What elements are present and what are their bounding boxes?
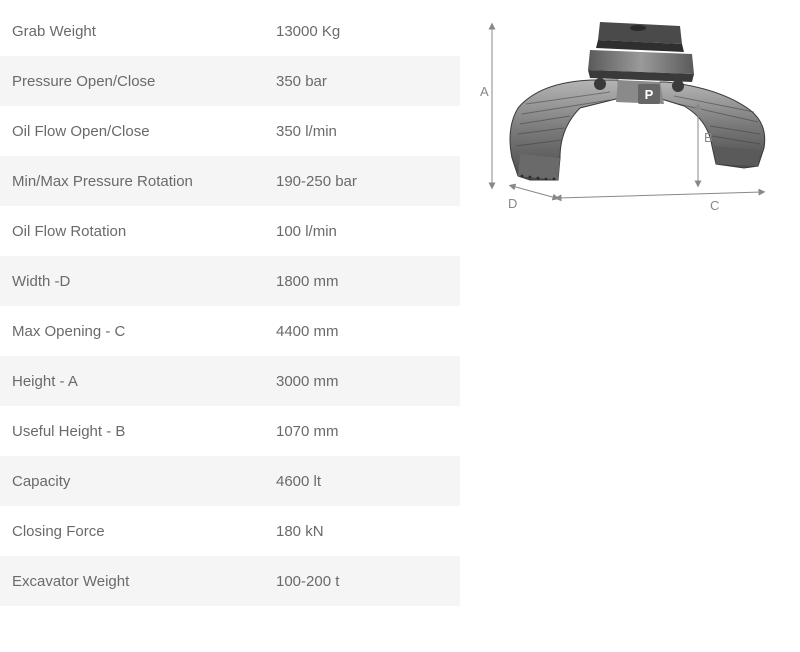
specs-table: Grab Weight 13000 Kg Pressure Open/Close…	[0, 0, 460, 606]
spec-value: 13000 Kg	[276, 23, 340, 40]
spec-label: Oil Flow Open/Close	[12, 123, 276, 140]
spec-row: Oil Flow Rotation 100 l/min	[0, 206, 460, 256]
spec-label: Closing Force	[12, 523, 276, 540]
spec-row: Height - A 3000 mm	[0, 356, 460, 406]
spec-label: Min/Max Pressure Rotation	[12, 173, 276, 190]
spec-row: Capacity 4600 lt	[0, 456, 460, 506]
spec-label: Pressure Open/Close	[12, 73, 276, 90]
dimension-label-c: C	[710, 198, 719, 213]
hinge-pin-left	[594, 78, 606, 90]
spec-row: Closing Force 180 kN	[0, 506, 460, 556]
dimension-label-a: A	[480, 84, 489, 99]
grab-right-jaw	[658, 82, 765, 168]
dimension-arrow-c	[558, 192, 762, 198]
spec-label: Useful Height - B	[12, 423, 276, 440]
spec-value: 4600 lt	[276, 473, 321, 490]
spec-row: Oil Flow Open/Close 350 l/min	[0, 106, 460, 156]
spec-value: 190-250 bar	[276, 173, 357, 190]
spec-value: 100-200 t	[276, 573, 339, 590]
dimension-label-d: D	[508, 196, 517, 211]
spec-label: Grab Weight	[12, 23, 276, 40]
spec-label: Width -D	[12, 273, 276, 290]
dimension-label-b: B	[704, 130, 713, 145]
grab-rotator	[588, 50, 694, 82]
grab-center-plate: P	[616, 80, 664, 104]
spec-label: Max Opening - C	[12, 323, 276, 340]
spec-value: 3000 mm	[276, 373, 339, 390]
spec-value: 1800 mm	[276, 273, 339, 290]
spec-value: 1070 mm	[276, 423, 339, 440]
logo-icon: P	[645, 87, 654, 102]
spec-row: Max Opening - C 4400 mm	[0, 306, 460, 356]
spec-row: Excavator Weight 100-200 t	[0, 556, 460, 606]
spec-label: Capacity	[12, 473, 276, 490]
spec-value: 180 kN	[276, 523, 324, 540]
grab-diagram: A	[460, 8, 790, 228]
spec-row: Useful Height - B 1070 mm	[0, 406, 460, 456]
spec-label: Height - A	[12, 373, 276, 390]
spec-row: Width -D 1800 mm	[0, 256, 460, 306]
spec-value: 100 l/min	[276, 223, 337, 240]
spec-value: 350 l/min	[276, 123, 337, 140]
spec-value: 350 bar	[276, 73, 327, 90]
hinge-pin-right	[672, 80, 684, 92]
spec-value: 4400 mm	[276, 323, 339, 340]
diagram-wrap: A	[460, 0, 800, 606]
grab-left-jaw	[510, 80, 620, 180]
spec-label: Excavator Weight	[12, 573, 276, 590]
dimension-arrow-d	[512, 186, 556, 198]
spec-row: Pressure Open/Close 350 bar	[0, 56, 460, 106]
spec-row: Min/Max Pressure Rotation 190-250 bar	[0, 156, 460, 206]
spec-label: Oil Flow Rotation	[12, 223, 276, 240]
spec-row: Grab Weight 13000 Kg	[0, 6, 460, 56]
grab-mount	[596, 22, 684, 52]
